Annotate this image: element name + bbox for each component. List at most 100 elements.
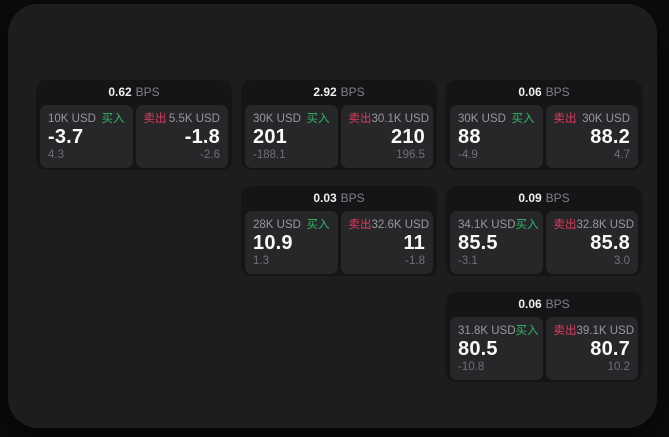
buy-price: 88 [458,126,481,148]
sell-price: 80.7 [590,338,630,360]
sell-label: 卖出 [553,325,577,337]
buy-panel[interactable]: 28K USD 买入 10.9 1.3 [245,211,338,274]
bps-header: 0.62 BPS [36,80,232,105]
buy-label: 买入 [306,219,330,231]
sell-amount: 32.6K USD [371,219,430,231]
bps-unit-label: BPS [545,191,570,205]
buy-panel[interactable]: 34.1K USD 买入 85.5 -3.1 [450,211,543,274]
card-body: 34.1K USD 买入 85.5 -3.1 卖出 32.8K USD 85.8… [446,211,642,278]
quote-card: 2.92 BPS 30K USD 买入 201 -188.1 卖出 30.1K … [241,80,437,170]
sell-price: 210 [391,126,425,148]
card-body: 10K USD 买入 -3.7 4.3 卖出 5.5K USD -1.8 -2.… [36,105,232,172]
card-body: 30K USD 买入 201 -188.1 卖出 30.1K USD 210 1… [241,105,437,172]
buy-label: 买入 [511,113,535,125]
buy-amount: 30K USD [458,113,506,125]
bps-header: 0.06 BPS [446,80,642,105]
sell-panel[interactable]: 卖出 32.8K USD 85.8 3.0 [545,211,638,274]
sell-delta: 4.7 [614,149,630,161]
bps-value: 0.06 [518,297,542,311]
sell-label: 卖出 [348,219,372,231]
sell-delta: 10.2 [607,361,630,373]
card-body: 31.8K USD 买入 80.5 -10.8 卖出 39.1K USD 80.… [446,317,642,384]
card-body: 30K USD 买入 88 -4.9 卖出 30K USD 88.2 4.7 [446,105,642,172]
buy-delta: -3.1 [458,255,478,267]
sell-label: 卖出 [553,113,577,125]
buy-panel[interactable]: 10K USD 买入 -3.7 4.3 [40,105,133,168]
quote-card: 0.06 BPS 30K USD 买入 88 -4.9 卖出 30K USD 8… [446,80,642,170]
buy-price: 10.9 [253,232,293,254]
buy-panel[interactable]: 30K USD 买入 88 -4.9 [450,105,543,168]
sell-amount: 39.1K USD [576,325,635,337]
bps-header: 0.06 BPS [446,292,642,317]
card-body: 28K USD 买入 10.9 1.3 卖出 32.6K USD 11 -1.8 [241,211,437,278]
sell-amount: 32.8K USD [576,219,635,231]
bps-unit-label: BPS [135,85,160,99]
buy-label: 买入 [306,113,330,125]
bps-unit-label: BPS [545,85,570,99]
sell-price: 85.8 [590,232,630,254]
buy-price: 85.5 [458,232,498,254]
buy-price: 80.5 [458,338,498,360]
buy-delta: -188.1 [253,149,286,161]
buy-delta: -10.8 [458,361,485,373]
sell-panel-top: 卖出 32.8K USD [553,218,635,232]
trading-panel: 0.62 BPS 10K USD 买入 -3.7 4.3 卖出 5.5K USD… [8,4,657,428]
buy-label: 买入 [515,219,539,231]
sell-delta: 196.5 [396,149,425,161]
sell-panel[interactable]: 卖出 5.5K USD -1.8 -2.6 [135,105,228,168]
buy-delta: 4.3 [48,149,64,161]
sell-amount: 5.5K USD [168,113,220,125]
sell-amount: 30.1K USD [371,113,430,125]
buy-amount: 28K USD [253,219,301,231]
sell-panel-top: 卖出 5.5K USD [144,112,221,126]
buy-amount: 34.1K USD [458,219,516,231]
sell-panel-top: 卖出 30K USD [554,112,631,126]
bps-value: 2.92 [313,85,337,99]
sell-price: -1.8 [184,126,220,148]
bps-unit-label: BPS [340,85,365,99]
buy-delta: -4.9 [458,149,478,161]
buy-amount: 30K USD [253,113,301,125]
buy-panel-top: 30K USD 买入 [253,112,330,126]
buy-panel-top: 34.1K USD 买入 [458,218,539,232]
quote-card: 0.09 BPS 34.1K USD 买入 85.5 -3.1 卖出 32.8K… [446,186,642,276]
sell-delta: -1.8 [405,255,425,267]
buy-price: 201 [253,126,287,148]
bps-header: 0.09 BPS [446,186,642,211]
sell-panel[interactable]: 卖出 30.1K USD 210 196.5 [340,105,433,168]
buy-panel-top: 30K USD 买入 [458,112,535,126]
sell-amount: 30K USD [582,113,630,125]
sell-price: 11 [403,232,425,254]
sell-panel-top: 卖出 39.1K USD [553,324,635,338]
sell-delta: -2.6 [200,149,220,161]
sell-label: 卖出 [143,113,167,125]
buy-panel-top: 31.8K USD 买入 [458,324,539,338]
buy-panel-top: 28K USD 买入 [253,218,330,232]
bps-header: 0.03 BPS [241,186,437,211]
bps-value: 0.03 [313,191,337,205]
bps-header: 2.92 BPS [241,80,437,105]
sell-panel-top: 卖出 30.1K USD [348,112,430,126]
sell-label: 卖出 [553,219,577,231]
bps-value: 0.09 [518,191,542,205]
buy-panel[interactable]: 30K USD 买入 201 -188.1 [245,105,338,168]
quote-card: 0.62 BPS 10K USD 买入 -3.7 4.3 卖出 5.5K USD… [36,80,232,170]
quote-cards-grid: 0.62 BPS 10K USD 买入 -3.7 4.3 卖出 5.5K USD… [36,80,642,382]
sell-panel-top: 卖出 32.6K USD [348,218,430,232]
bps-value: 0.62 [108,85,132,99]
bps-value: 0.06 [518,85,542,99]
sell-panel[interactable]: 卖出 39.1K USD 80.7 10.2 [545,317,638,380]
sell-panel[interactable]: 卖出 30K USD 88.2 4.7 [545,105,638,168]
buy-panel[interactable]: 31.8K USD 买入 80.5 -10.8 [450,317,543,380]
buy-delta: 1.3 [253,255,269,267]
buy-price: -3.7 [48,126,84,148]
quote-card: 0.06 BPS 31.8K USD 买入 80.5 -10.8 卖出 39.1… [446,292,642,382]
bps-unit-label: BPS [545,297,570,311]
buy-label: 买入 [101,113,125,125]
sell-panel[interactable]: 卖出 32.6K USD 11 -1.8 [340,211,433,274]
buy-panel-top: 10K USD 买入 [48,112,125,126]
buy-amount: 10K USD [48,113,96,125]
buy-label: 买入 [515,325,539,337]
sell-label: 卖出 [348,113,372,125]
bps-unit-label: BPS [340,191,365,205]
